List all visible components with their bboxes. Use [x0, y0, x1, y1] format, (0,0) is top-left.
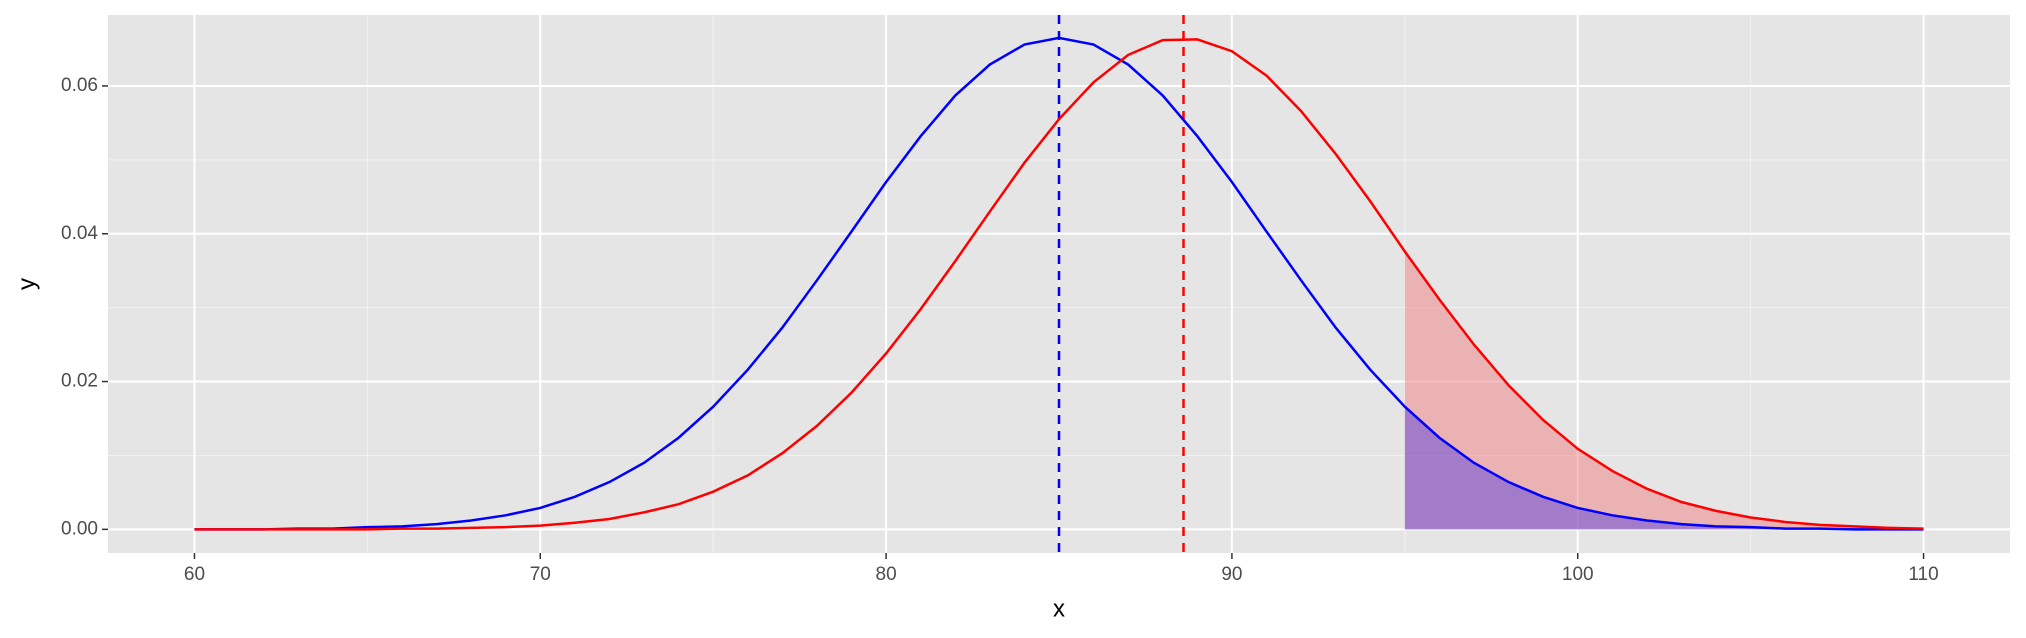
y-tick-label: 0.04 — [61, 223, 98, 244]
shaded-area — [1404, 406, 1924, 530]
x-axis-title: x — [1053, 595, 1065, 622]
x-tick-label: 70 — [530, 564, 551, 585]
y-tick-label: 0.06 — [61, 75, 98, 96]
y-tick-label: 0.02 — [61, 371, 98, 392]
line — [194, 38, 1924, 531]
x-tick-label: 100 — [1562, 564, 1594, 585]
line — [194, 36, 1924, 531]
x-tick-label: 80 — [876, 564, 897, 585]
x-tick-label: 110 — [1908, 564, 1938, 585]
x-tick-label: 90 — [1221, 564, 1242, 585]
y-tick-label: 0.00 — [61, 518, 98, 539]
y-axis-title: y — [13, 278, 40, 290]
shaded-area — [1404, 251, 1924, 530]
x-tick-label: 60 — [184, 564, 205, 585]
